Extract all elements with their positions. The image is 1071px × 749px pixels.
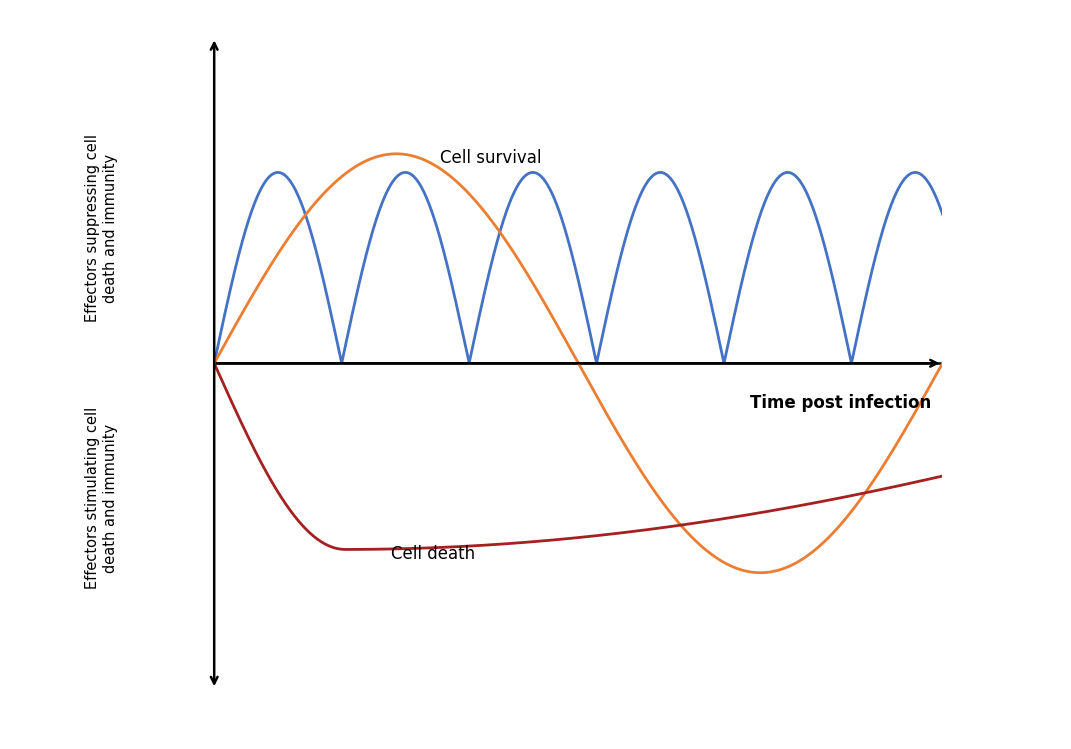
Text: Effectors stimulating cell
death and immunity: Effectors stimulating cell death and imm…	[85, 407, 118, 589]
Text: Cell survival: Cell survival	[440, 150, 542, 168]
Text: Effectors suppressing cell
death and immunity: Effectors suppressing cell death and imm…	[85, 134, 118, 322]
Text: Cell death: Cell death	[391, 545, 474, 563]
Text: Time post infection: Time post infection	[751, 393, 932, 411]
